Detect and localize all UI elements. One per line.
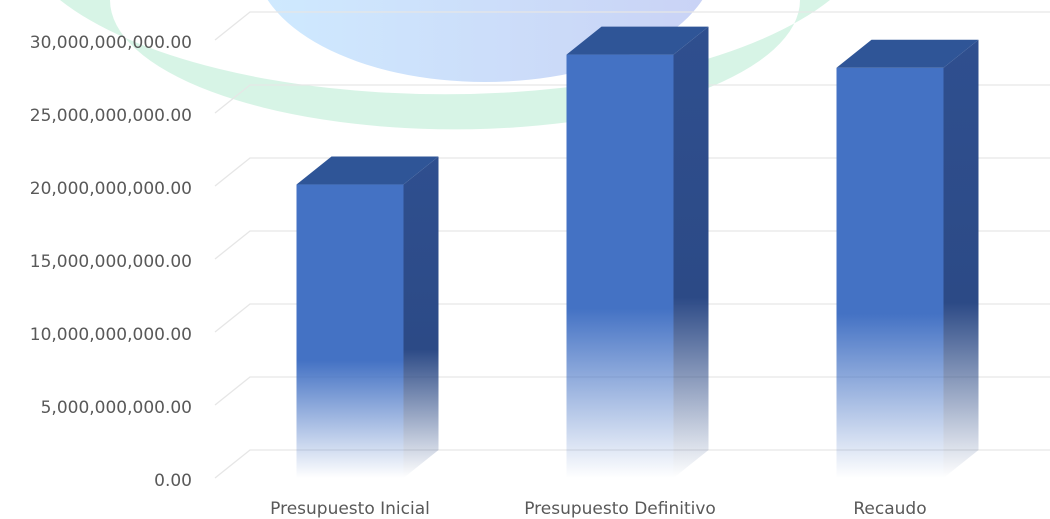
x-tick-label: Presupuesto Inicial	[270, 499, 430, 519]
y-tick-label: 30,000,000,000.00	[30, 33, 192, 53]
grid-line	[214, 230, 1050, 260]
bar-top	[836, 39, 979, 68]
y-tick-label: 15,000,000,000.00	[30, 252, 192, 272]
bar-side	[403, 156, 439, 479]
y-tick-label: 20,000,000,000.00	[30, 179, 192, 199]
bar	[566, 54, 674, 478]
x-tick-label: Recaudo	[853, 499, 926, 519]
y-tick-label: 5,000,000,000.00	[41, 398, 192, 418]
grid-line	[214, 449, 1050, 479]
y-tick-label: 25,000,000,000.00	[30, 106, 192, 126]
bar-side	[943, 39, 979, 479]
grid-line	[214, 376, 1050, 406]
y-tick-label: 10,000,000,000.00	[30, 325, 192, 345]
bar-side	[673, 26, 709, 478]
y-tick-label: 0.00	[154, 471, 192, 491]
bar-top	[566, 26, 709, 55]
x-tick-label: Presupuesto Definitivo	[524, 499, 716, 519]
grid-line	[214, 11, 1050, 41]
grid-line	[214, 157, 1050, 187]
grid-line	[214, 303, 1050, 333]
bar-top	[296, 156, 439, 185]
bar	[836, 67, 944, 479]
bar	[296, 184, 404, 479]
grid-line	[214, 84, 1050, 114]
